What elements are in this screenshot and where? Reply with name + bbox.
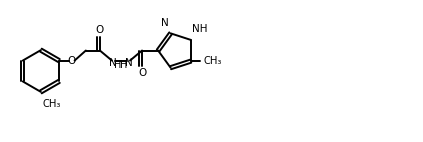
Text: O: O xyxy=(68,56,76,66)
Text: H: H xyxy=(114,60,122,70)
Text: CH₃: CH₃ xyxy=(43,99,61,109)
Text: O: O xyxy=(96,25,104,35)
Text: N: N xyxy=(161,18,169,28)
Text: N: N xyxy=(109,58,117,68)
Text: NH: NH xyxy=(192,24,207,34)
Text: N: N xyxy=(125,58,133,68)
Text: O: O xyxy=(138,68,146,78)
Text: CH₃: CH₃ xyxy=(203,56,222,66)
Text: H: H xyxy=(120,60,128,70)
